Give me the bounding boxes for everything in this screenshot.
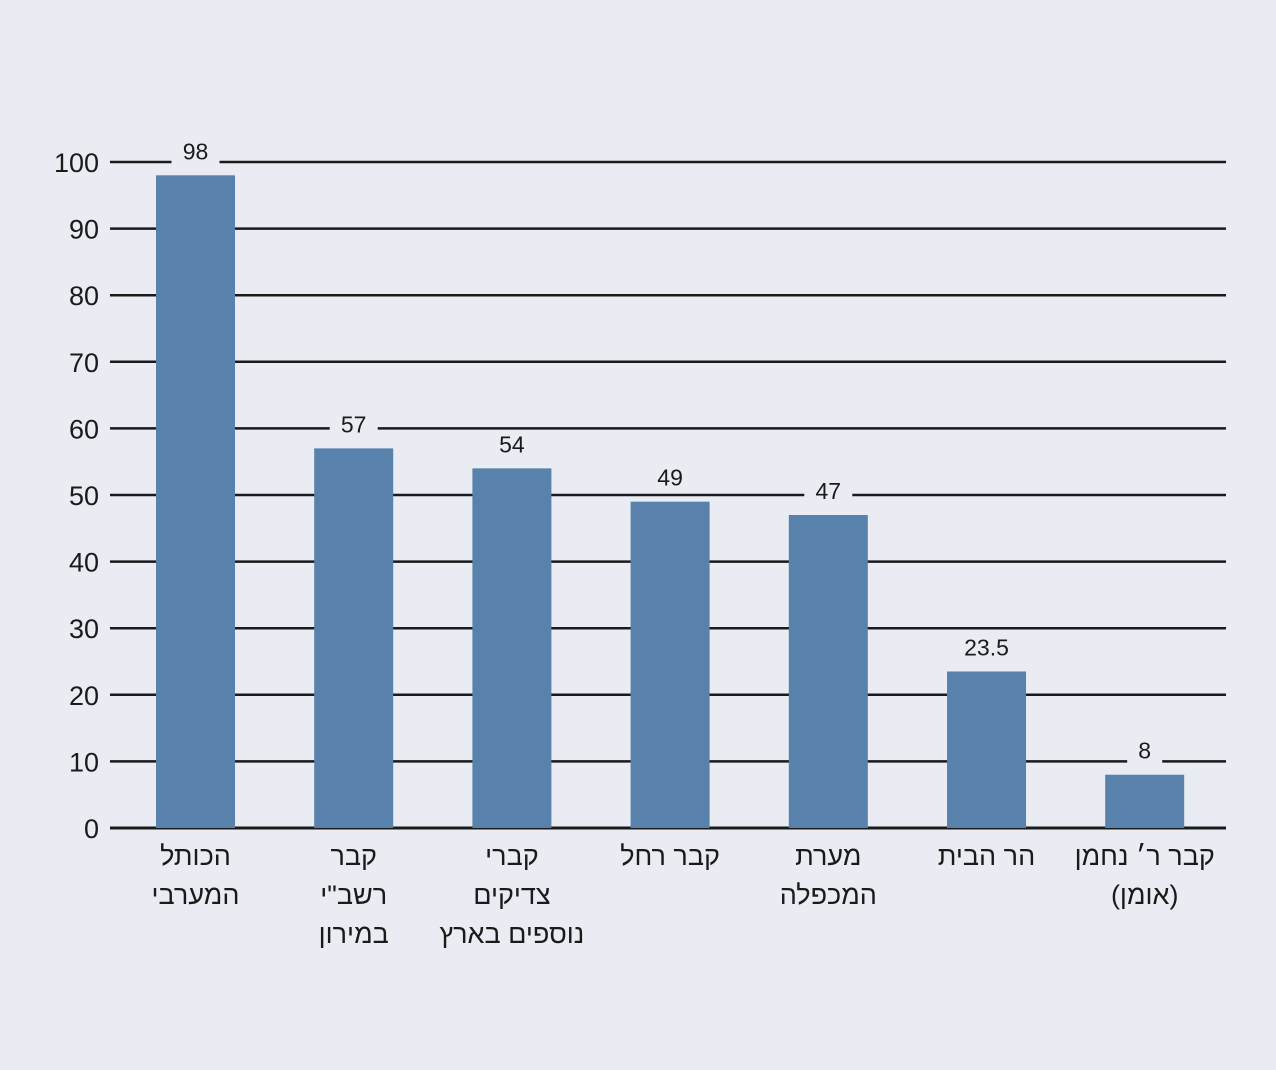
data-label-background <box>804 477 853 506</box>
category-label-line: מערת <box>795 841 861 871</box>
data-label-background <box>646 464 695 493</box>
y-tick-label: 40 <box>69 548 99 578</box>
y-tick-label: 70 <box>69 348 99 378</box>
category-label: קבר ר׳ נחמן (אומן) <box>1075 841 1215 910</box>
data-label: 49 <box>657 465 683 491</box>
category-label-line: במירון <box>319 919 389 949</box>
y-tick-label: 90 <box>69 215 99 245</box>
data-label-background <box>171 138 220 167</box>
data-label: 47 <box>816 478 842 504</box>
bar <box>1105 774 1185 828</box>
data-label-background <box>329 411 378 440</box>
bars <box>156 175 1185 828</box>
category-label-line: המערבי <box>152 880 240 910</box>
data-label: 8 <box>1138 738 1151 764</box>
y-tick-label: 60 <box>69 414 99 444</box>
category-label-line: רשב"י <box>320 880 387 910</box>
category-label-line: קברי <box>485 841 539 871</box>
category-label: קברי צדיקים נוספים בארץ <box>439 841 584 949</box>
category-label: הר הבית <box>938 841 1035 871</box>
category-label: מערת המכפלה <box>780 841 877 910</box>
category-label-line: קבר <box>330 841 377 871</box>
category-label-line: קבר ר׳ נחמן <box>1075 841 1215 871</box>
y-tick-label: 80 <box>69 281 99 311</box>
category-label-line: צדיקים <box>473 880 550 910</box>
y-tick-label: 10 <box>69 747 99 777</box>
category-label: הכותל המערבי <box>152 841 240 910</box>
data-label-background <box>1127 737 1163 766</box>
category-label: קבר רשב"י במירון <box>319 841 389 949</box>
data-label: 98 <box>183 138 209 164</box>
category-label-line: המכפלה <box>780 880 877 910</box>
category-label-line: הר הבית <box>938 841 1035 871</box>
y-tick-label: 50 <box>69 481 99 511</box>
y-tick-label: 20 <box>69 681 99 711</box>
y-axis-tick-labels: 0 10 20 30 40 50 60 70 80 90 100 <box>54 148 99 844</box>
y-tick-label: 0 <box>84 814 99 844</box>
data-labels: 98 57 54 49 47 23.5 8 <box>171 138 1163 766</box>
data-label: 57 <box>341 411 367 437</box>
bar <box>472 468 552 828</box>
bar <box>156 175 235 828</box>
data-label: 54 <box>499 431 525 457</box>
bar <box>788 514 868 828</box>
y-tick-label: 30 <box>69 614 99 644</box>
category-label: קבר רחל <box>620 841 720 871</box>
category-label-line: הכותל <box>160 841 231 871</box>
bar <box>947 671 1026 828</box>
data-label: 23.5 <box>964 634 1009 660</box>
bar <box>314 448 394 828</box>
y-tick-label: 100 <box>54 148 99 178</box>
category-labels: הכותל המערבי קבר רשב"י במירון קברי צדיקים נוספי… <box>152 841 1215 949</box>
category-label-line: נוספים בארץ <box>439 919 584 949</box>
bar <box>630 501 710 828</box>
category-label-line: קבר רחל <box>620 841 720 871</box>
data-label-background <box>949 634 1024 663</box>
data-label-background <box>487 431 536 460</box>
category-label-line: (אומן) <box>1111 880 1179 910</box>
